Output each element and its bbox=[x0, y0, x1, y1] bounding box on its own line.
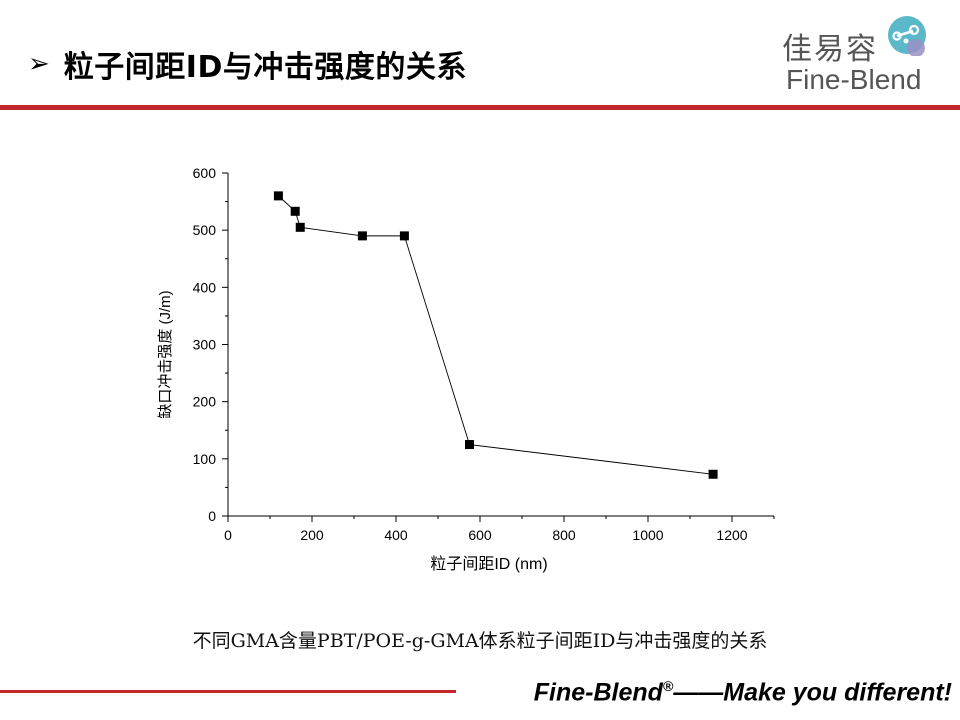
header-divider bbox=[0, 105, 960, 110]
data-point-marker bbox=[295, 222, 305, 232]
y-tick-label: 300 bbox=[193, 337, 217, 353]
x-tick-label: 1200 bbox=[716, 527, 747, 543]
data-point-marker bbox=[273, 191, 283, 201]
registered-mark: ® bbox=[662, 678, 674, 694]
x-tick-label: 600 bbox=[468, 527, 492, 543]
x-tick-label: 800 bbox=[552, 527, 576, 543]
slogan-tagline: ——Make you different! bbox=[673, 678, 952, 707]
x-tick-label: 0 bbox=[224, 527, 232, 543]
page-title: 粒子间距ID与冲击强度的关系 bbox=[63, 50, 467, 85]
data-point-marker bbox=[290, 206, 300, 216]
x-tick-label: 1000 bbox=[632, 527, 663, 543]
y-tick-label: 400 bbox=[193, 279, 217, 295]
logo-english-name: Fine-Blend bbox=[786, 64, 922, 95]
y-tick-label: 0 bbox=[208, 508, 216, 524]
chart-axes bbox=[227, 173, 774, 517]
y-tick-label: 100 bbox=[193, 451, 217, 467]
figure-caption: 不同GMA含量PBT/POE-g-GMA体系粒子间距ID与冲击强度的关系 bbox=[192, 630, 768, 652]
y-tick-label: 600 bbox=[193, 165, 217, 181]
data-point-marker bbox=[399, 231, 409, 241]
y-tick-label: 500 bbox=[193, 222, 217, 238]
x-tick-label: 200 bbox=[300, 527, 324, 543]
impact-strength-chart: 0 200 400 600 800 1000 1200 0 100 200 300 400 500 600… bbox=[157, 165, 775, 573]
y-axis-label: 缺口冲击强度 (J/m) bbox=[157, 290, 174, 418]
data-point-marker bbox=[465, 440, 474, 450]
series-line bbox=[278, 195, 714, 475]
data-point-marker bbox=[708, 469, 718, 479]
title-row: ➢ 粒子间距ID与冲击强度的关系 bbox=[28, 42, 467, 86]
x-tick-label: 400 bbox=[384, 527, 408, 543]
x-axis-label: 粒子间距ID (nm) bbox=[430, 555, 547, 573]
molecule-logo-icon bbox=[888, 16, 926, 56]
footer-slogan: Fine-Blend®——Make you different! bbox=[534, 678, 952, 707]
footer-divider bbox=[0, 690, 456, 693]
slogan-brand: Fine-Blend bbox=[533, 678, 663, 707]
data-point-marker bbox=[357, 231, 367, 241]
chart-ticks: 0 200 400 600 800 1000 1200 0 100 200 300 400 500 600 bbox=[193, 165, 775, 543]
company-logo: 佳易容 Fine-Blend bbox=[782, 14, 942, 100]
logo-chinese-name: 佳易容 bbox=[782, 32, 878, 67]
arrow-bullet-icon: ➢ bbox=[28, 49, 50, 79]
y-tick-label: 200 bbox=[193, 394, 217, 410]
chart-series bbox=[273, 191, 718, 479]
